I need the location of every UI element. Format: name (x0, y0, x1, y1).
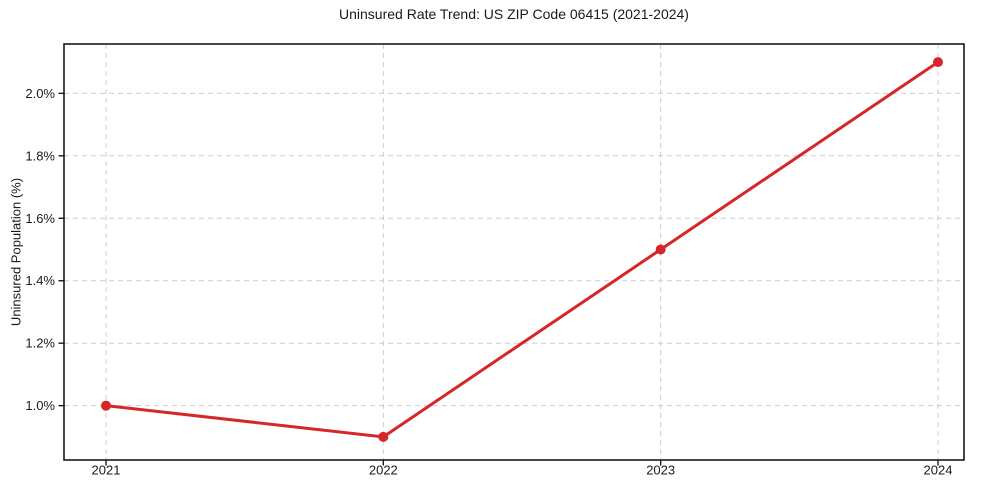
chart-title: Uninsured Rate Trend: US ZIP Code 06415 … (339, 6, 689, 22)
gridlines (64, 44, 964, 460)
data-point (378, 431, 389, 442)
data-point (932, 57, 943, 68)
y-tick-label: 1.0% (25, 398, 55, 413)
x-tick-label: 2024 (924, 463, 953, 478)
plot-border (63, 43, 965, 461)
y-axis-label: Uninsured Population (%) (8, 177, 24, 327)
x-tick-label: 2022 (369, 463, 398, 478)
y-tick-label: 1.2% (25, 336, 55, 351)
x-tick-label: 2023 (646, 463, 675, 478)
data-point (655, 244, 666, 255)
y-tick-label: 1.4% (25, 273, 55, 288)
x-tick-label: 2021 (92, 463, 121, 478)
y-tick-label: 2.0% (25, 86, 55, 101)
series (101, 57, 943, 442)
y-tick-label: 1.8% (25, 148, 55, 163)
data-point (101, 400, 111, 411)
tick-labels: 1.0% 1.2% 1.4% 1.6% 1.8% 2.0% 2021 2022 2023 2024 (25, 86, 952, 478)
axes (58, 43, 965, 466)
y-tick-label: 1.6% (25, 211, 55, 226)
trend-line (104, 60, 940, 439)
